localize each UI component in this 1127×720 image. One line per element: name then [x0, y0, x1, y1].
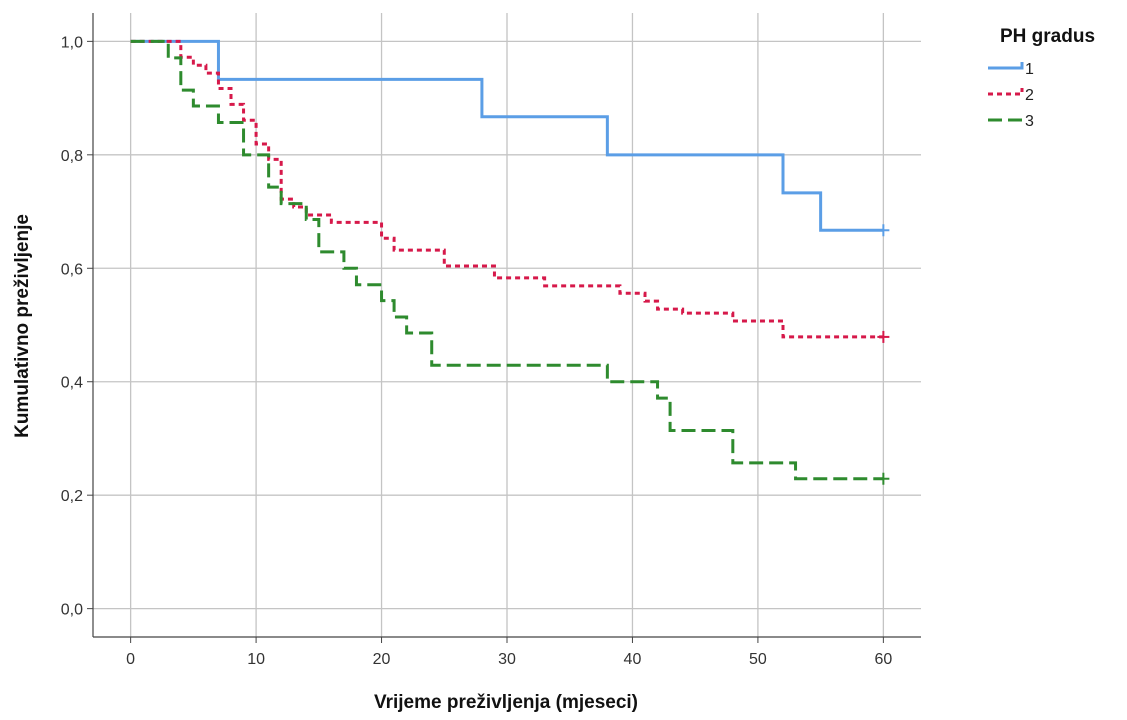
- y-tick-label-5: 1,0: [61, 34, 83, 51]
- y-tick-label-3: 0,6: [61, 261, 83, 278]
- legend-items: 1 2 3: [988, 61, 1034, 130]
- legend-label-2: 2: [1025, 87, 1034, 104]
- legend-label-1: 1: [1025, 61, 1034, 78]
- censor-mark-series-2-0: [877, 330, 890, 343]
- grid: [93, 13, 921, 637]
- x-tick-label-2: 20: [373, 651, 391, 668]
- y-tick-label-4: 0,8: [61, 148, 83, 165]
- y-axis-ticks: 0,0 0,2 0,4 0,6 0,8 1,0: [61, 34, 93, 619]
- legend-item-2: 2: [988, 87, 1034, 104]
- y-tick-label-2: 0,4: [61, 375, 83, 392]
- legend-item-1: 1: [988, 61, 1034, 78]
- survival-curves: [130, 39, 890, 485]
- x-tick-label-4: 40: [624, 651, 642, 668]
- x-tick-label-1: 10: [247, 651, 265, 668]
- x-tick-label-0: 0: [126, 651, 135, 668]
- legend-item-3: 3: [988, 113, 1034, 130]
- x-axis-title: Vrijeme preživljenja (mjeseci): [374, 692, 638, 713]
- legend-label-3: 3: [1025, 113, 1034, 130]
- legend-swatch-2: [988, 88, 1024, 96]
- legend-swatch-3: [988, 114, 1024, 122]
- x-tick-label-5: 50: [749, 651, 767, 668]
- curve-series-2: [130, 39, 884, 339]
- curve-series-3: [130, 39, 884, 481]
- legend-title: PH gradus: [1000, 26, 1095, 47]
- y-tick-label-1: 0,2: [61, 488, 83, 505]
- x-tick-label-3: 30: [498, 651, 516, 668]
- censor-mark-series-3-0: [877, 472, 890, 485]
- censor-mark-series-1-0: [877, 224, 890, 237]
- legend-swatch-1: [988, 62, 1024, 70]
- x-axis-ticks: 0 10 20 30 40 50 60: [126, 637, 892, 668]
- y-tick-label-0: 0,0: [61, 602, 83, 619]
- legend: PH gradus 1 2 3: [988, 26, 1095, 130]
- y-axis-title: Kumulativno preživljenje: [12, 214, 33, 438]
- x-tick-label-6: 60: [874, 651, 892, 668]
